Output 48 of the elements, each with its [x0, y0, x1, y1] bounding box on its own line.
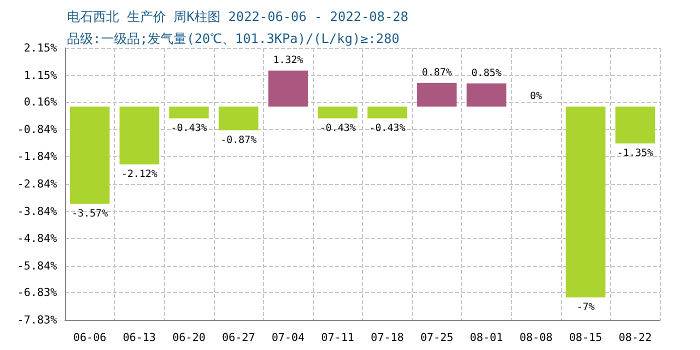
data-label: -3.57%: [72, 208, 108, 220]
x-tick-label: 06-27: [222, 331, 256, 344]
bar: [367, 106, 408, 118]
y-tick-label: -7.83%: [17, 314, 58, 326]
x-tick-label: 08-08: [519, 331, 553, 344]
data-label: -1.35%: [617, 148, 654, 159]
bar: [417, 82, 457, 107]
bar: [218, 106, 258, 130]
x-tick-label: 07-25: [420, 331, 454, 344]
data-label: -2.12%: [121, 168, 158, 180]
data-label: -0.43%: [320, 122, 356, 134]
y-tick-label: 1.15%: [24, 68, 58, 82]
data-label: -0.43%: [170, 122, 208, 134]
data-label: 0.85%: [471, 68, 502, 79]
x-tick-label: 08-15: [569, 331, 602, 344]
data-label: -0.43%: [369, 122, 406, 134]
data-label: -7%: [576, 302, 595, 313]
bar: [318, 106, 358, 118]
bar: [615, 106, 656, 144]
x-tick-label: 07-04: [272, 331, 306, 344]
y-tick-label: -0.84%: [17, 122, 58, 136]
x-tick-label: 08-01: [470, 331, 504, 344]
x-tick-label: 06-13: [122, 331, 156, 344]
y-tick-label: -4.84%: [17, 232, 58, 246]
y-tick-label: -1.84%: [17, 150, 58, 164]
x-tick-label: 06-06: [73, 331, 106, 344]
x-tick-label: 07-11: [321, 331, 354, 344]
bar: [169, 106, 209, 118]
bar: [566, 106, 606, 298]
y-tick-label: -2.84%: [17, 178, 58, 190]
data-label: 0.87%: [422, 67, 452, 78]
chart-subtitle: 品级:一级品;发气量(20℃、101.3KPa)/(L/kg)≥:280: [67, 32, 400, 47]
bar: [466, 83, 506, 107]
bar: [268, 70, 308, 107]
y-tick-label: -5.84%: [17, 259, 58, 272]
x-tick-label: 06-20: [172, 331, 206, 344]
y-tick-label: -6.83%: [17, 286, 58, 300]
data-label: 0%: [530, 91, 542, 102]
chart-title: 电石西北 生产价 周K柱图 2022-06-06 - 2022-08-28: [67, 10, 408, 25]
bar: [120, 106, 160, 164]
data-label: -0.87%: [220, 134, 257, 146]
y-tick-label: 2.15%: [24, 42, 58, 54]
x-tick-label: 08-22: [618, 331, 652, 344]
x-tick-label: 07-18: [370, 331, 404, 344]
y-tick-label: -3.84%: [17, 204, 58, 218]
bar: [70, 106, 110, 204]
y-tick-label: 0.16%: [24, 96, 58, 109]
data-label: 1.32%: [273, 55, 304, 66]
